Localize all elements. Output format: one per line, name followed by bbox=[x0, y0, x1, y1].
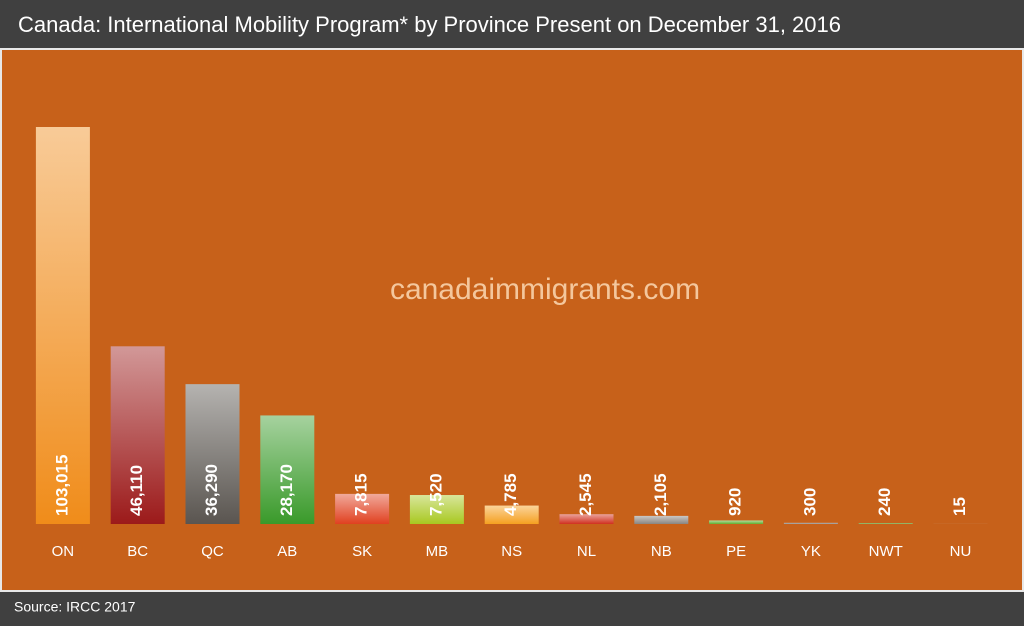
x-tick-label: NL bbox=[577, 543, 596, 560]
bar bbox=[110, 346, 165, 524]
plot-background bbox=[2, 50, 1022, 590]
bar bbox=[709, 520, 764, 524]
x-tick-label: NS bbox=[501, 543, 522, 560]
bar bbox=[335, 493, 390, 524]
x-tick-label: PE bbox=[726, 543, 746, 560]
value-label: 4,785 bbox=[501, 473, 520, 516]
value-label: 300 bbox=[800, 488, 819, 516]
x-tick-label: YK bbox=[801, 543, 821, 560]
value-label: 28,170 bbox=[277, 464, 296, 516]
x-tick-label: QC bbox=[201, 543, 224, 560]
watermark: canadaimmigrants.com bbox=[390, 273, 700, 306]
x-tick-label: MB bbox=[426, 543, 449, 560]
bar bbox=[484, 505, 539, 524]
value-label: 2,105 bbox=[651, 473, 670, 516]
source: Source: IRCC 2017 bbox=[14, 599, 136, 615]
value-label: 36,290 bbox=[202, 464, 221, 516]
x-tick-label: SK bbox=[352, 543, 372, 560]
x-tick-label: NU bbox=[950, 543, 972, 560]
value-label: 2,545 bbox=[576, 473, 595, 516]
value-label: 920 bbox=[726, 488, 745, 516]
value-label: 240 bbox=[875, 488, 894, 516]
x-tick-label: NWT bbox=[869, 543, 903, 560]
title-bar bbox=[0, 0, 1024, 48]
value-label: 46,110 bbox=[127, 465, 146, 516]
bar bbox=[858, 523, 913, 524]
value-label: 7,520 bbox=[426, 473, 445, 516]
bar bbox=[559, 514, 614, 524]
bar bbox=[35, 127, 90, 524]
chart-title: Canada: International Mobility Program* … bbox=[18, 12, 841, 37]
bar bbox=[634, 515, 689, 524]
x-tick-label: AB bbox=[277, 543, 297, 560]
bar bbox=[409, 495, 464, 524]
value-label: 15 bbox=[950, 497, 969, 516]
x-tick-label: NB bbox=[651, 543, 672, 560]
value-label: 103,015 bbox=[52, 455, 71, 516]
bar bbox=[783, 522, 838, 524]
bar bbox=[260, 415, 315, 524]
value-label: 7,815 bbox=[352, 473, 371, 516]
footer-bar bbox=[0, 592, 1024, 626]
x-tick-label: ON bbox=[52, 543, 75, 560]
x-tick-label: BC bbox=[127, 543, 148, 560]
bar bbox=[185, 384, 240, 524]
